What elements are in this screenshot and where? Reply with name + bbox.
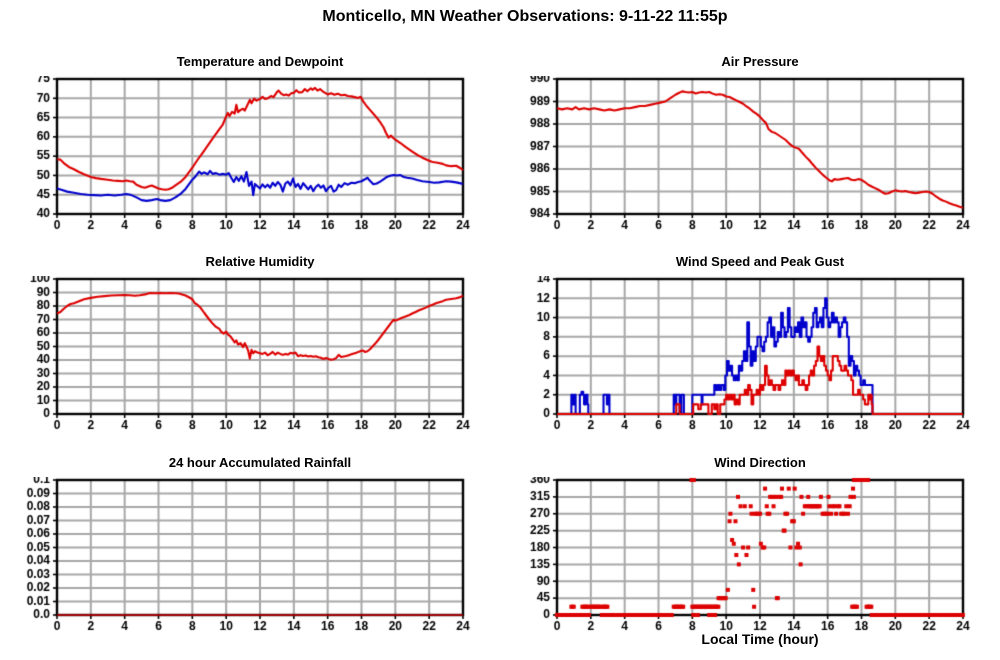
chart-relative-humidity: Relative Humidity Percent: [10, 254, 490, 454]
chart-wind-direction: Wind Direction degrees Local Time (hour): [510, 455, 990, 655]
air-pressure-plot: [510, 76, 990, 234]
accumulated-rainfall-plot: [10, 477, 490, 635]
chart-title: Temperature and Dewpoint: [176, 54, 344, 69]
chart-title: 24 hour Accumulated Rainfall: [168, 455, 352, 470]
chart-title: Wind Direction: [714, 455, 806, 470]
page-title: Monticello, MN Weather Observations: 9-1…: [322, 8, 728, 25]
x-axis-label: Local Time (hour): [701, 631, 819, 647]
chart-wind-speed-gust: Wind Speed and Peak Gust miles/hour: [510, 254, 990, 454]
chart-title: Relative Humidity: [205, 254, 315, 269]
chart-air-pressure: Air Pressure millibars: [510, 54, 990, 254]
relative-humidity-plot: [10, 276, 490, 434]
chart-title: Wind Speed and Peak Gust: [675, 254, 845, 269]
wind-speed-gust-plot: [510, 276, 990, 434]
chart-title: Air Pressure: [721, 54, 799, 69]
temperature-dewpoint-plot: [10, 76, 490, 234]
wind-direction-plot: [510, 477, 990, 635]
chart-accumulated-rainfall: 24 hour Accumulated Rainfall Inches: [10, 455, 490, 655]
chart-temperature-dewpoint: Temperature and Dewpoint Fahrenheit: [10, 54, 490, 254]
